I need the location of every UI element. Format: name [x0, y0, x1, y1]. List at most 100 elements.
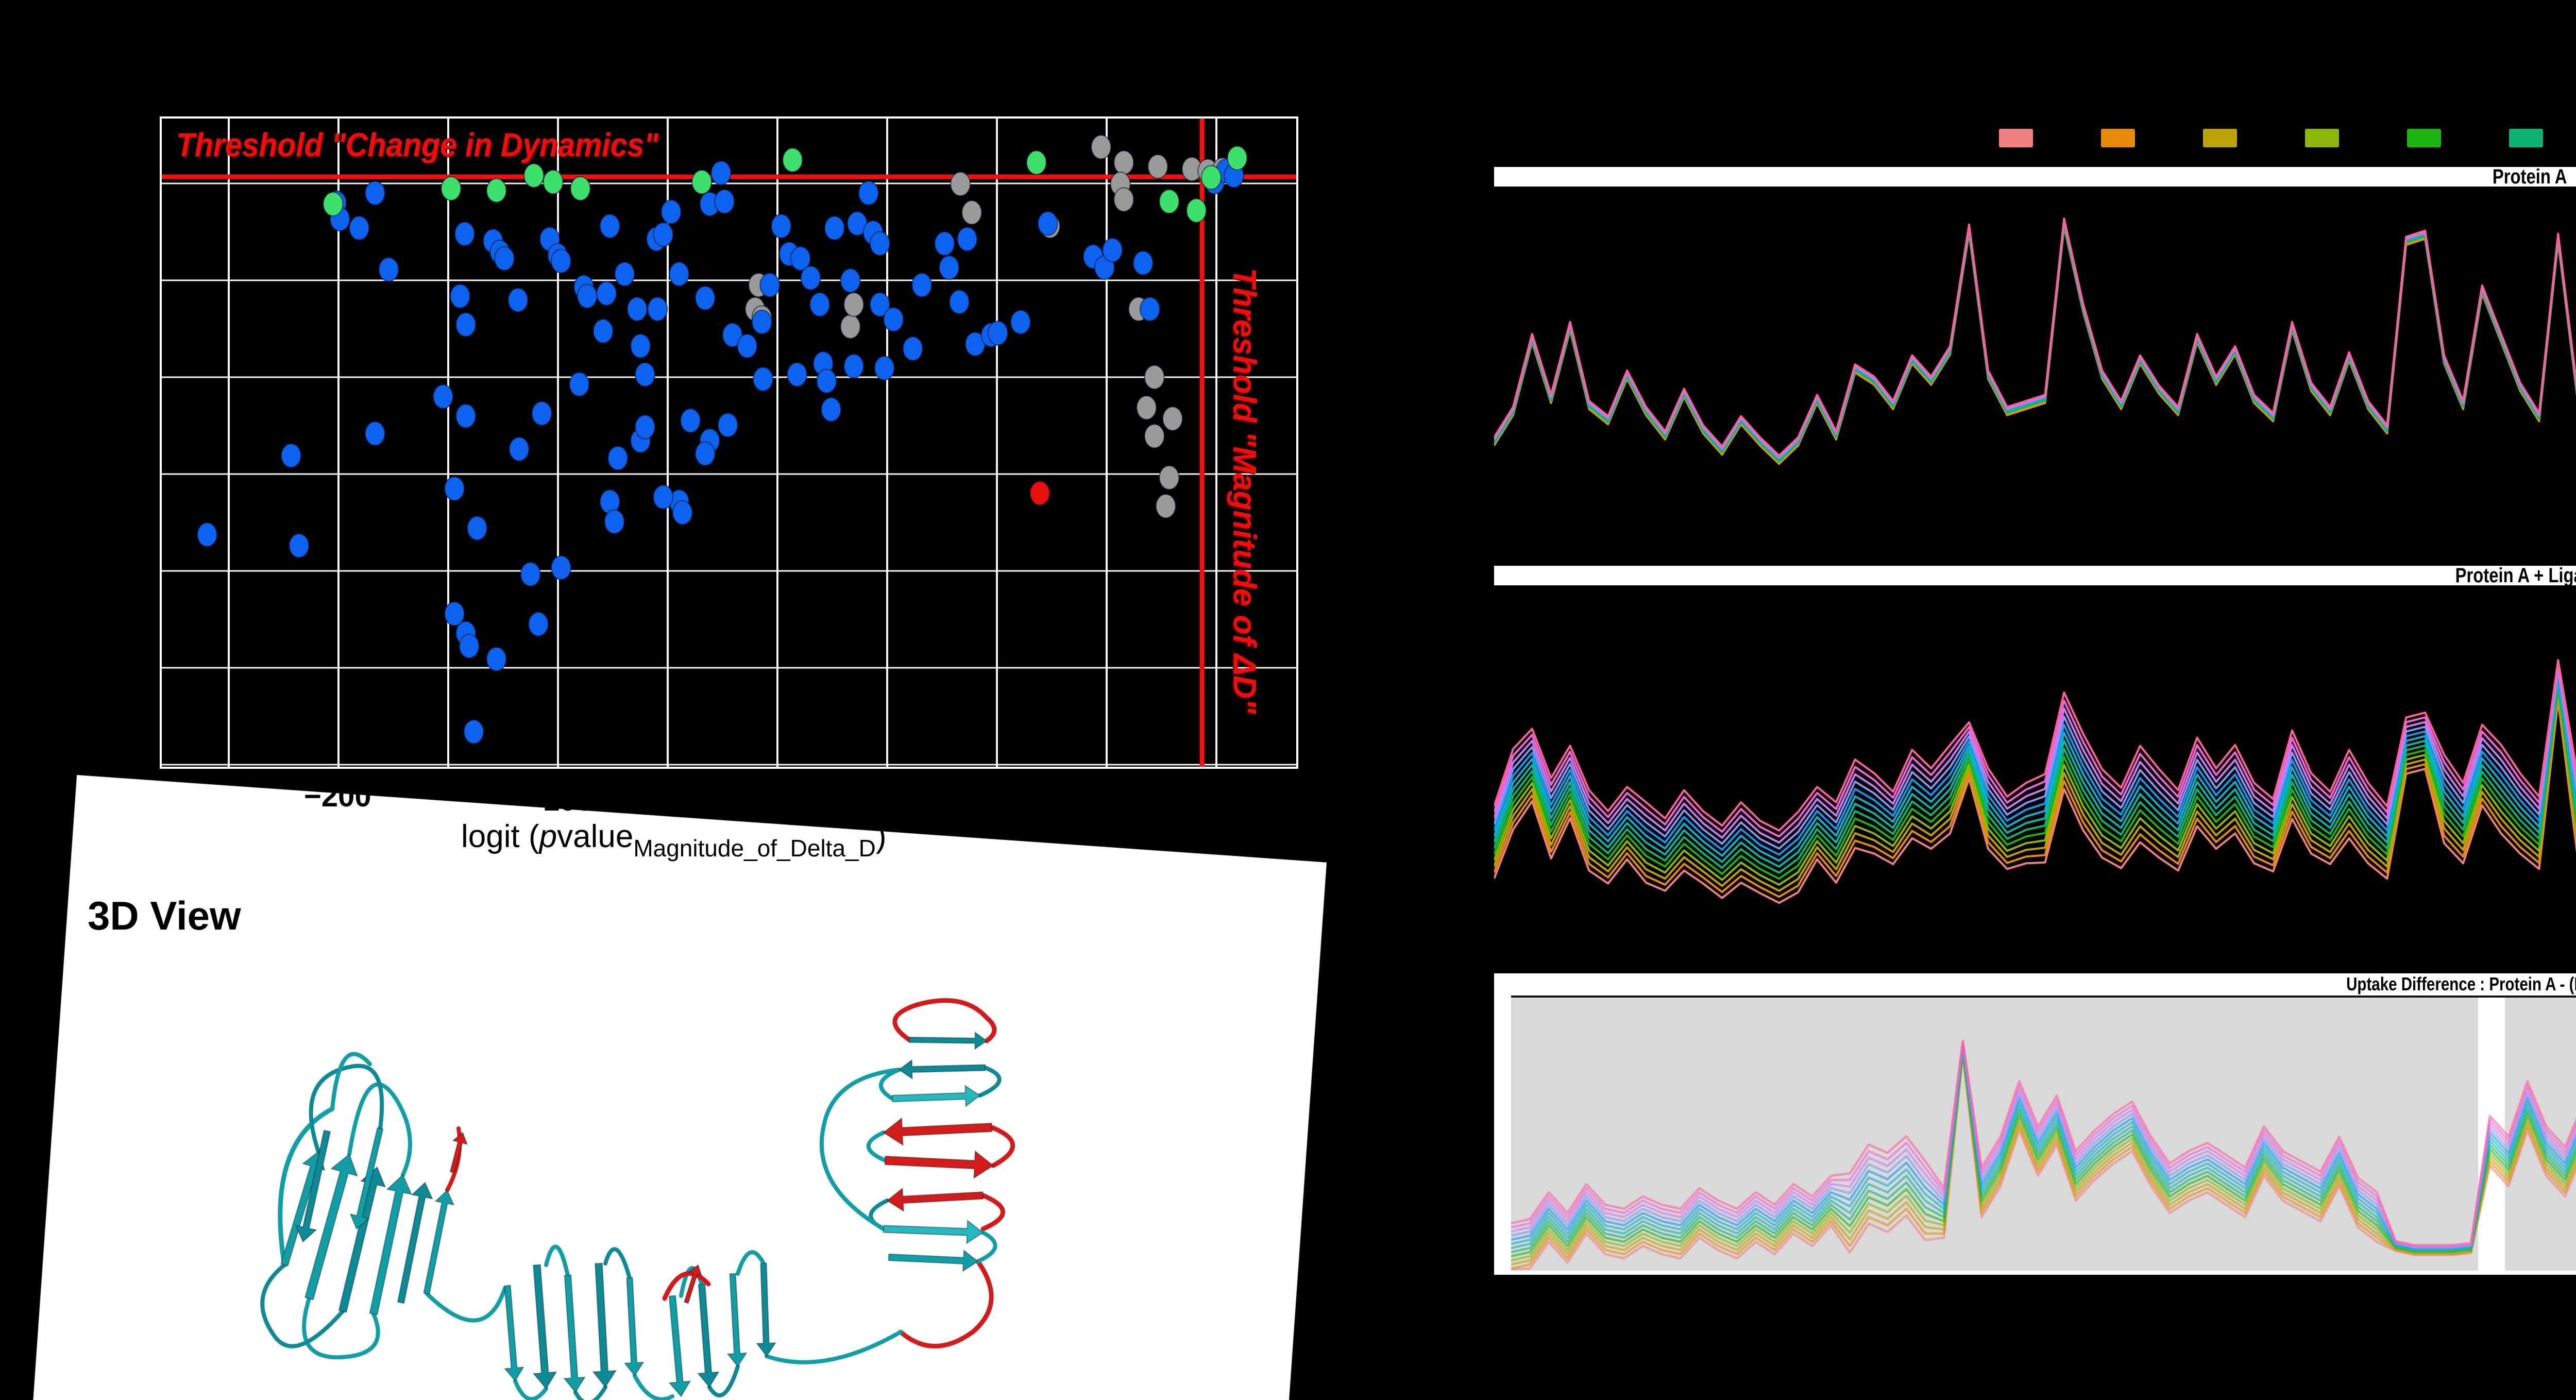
uptake-chart-protein-a[interactable]: [1494, 187, 2576, 547]
data-point[interactable]: [528, 612, 549, 637]
uptake-trace-3[interactable]: [1494, 686, 2576, 892]
uptake-trace-2[interactable]: [1511, 1053, 2576, 1270]
uptake-trace-13[interactable]: [1494, 209, 2576, 457]
data-point[interactable]: [771, 213, 792, 239]
data-point[interactable]: [840, 268, 861, 293]
uptake-trace-5[interactable]: [1494, 680, 2576, 880]
uptake-trace-8[interactable]: [1511, 1045, 2576, 1251]
data-point[interactable]: [1144, 424, 1165, 449]
uptake-trace-2[interactable]: [1494, 690, 2576, 898]
uptake-chart-protein-a-ligand[interactable]: [1494, 585, 2576, 946]
data-point[interactable]: [444, 476, 465, 501]
uptake-trace-13[interactable]: [1511, 1039, 2576, 1246]
data-point[interactable]: [455, 403, 477, 429]
data-point[interactable]: [647, 296, 668, 322]
data-point[interactable]: [433, 384, 454, 409]
uptake-trace-12[interactable]: [1494, 656, 2576, 838]
data-point[interactable]: [782, 147, 803, 173]
data-point[interactable]: [821, 397, 842, 422]
data-point[interactable]: [551, 248, 572, 274]
data-point[interactable]: [1132, 250, 1154, 276]
data-point[interactable]: [1091, 134, 1112, 160]
data-point[interactable]: [1113, 150, 1134, 175]
uptake-trace-9[interactable]: [1511, 1044, 2576, 1250]
data-point[interactable]: [592, 318, 614, 344]
uptake-trace-4[interactable]: [1494, 683, 2576, 886]
data-point[interactable]: [751, 310, 772, 335]
data-point[interactable]: [653, 222, 674, 247]
data-point[interactable]: [1136, 395, 1157, 420]
uptake-trace-1[interactable]: [1494, 225, 2576, 485]
legend-swatch-3[interactable]: [2203, 129, 2237, 147]
data-point[interactable]: [494, 246, 515, 271]
data-point[interactable]: [809, 292, 831, 317]
data-point[interactable]: [911, 273, 933, 298]
data-point[interactable]: [459, 634, 480, 659]
uptake-trace-10[interactable]: [1494, 663, 2576, 850]
volcano-plot[interactable]: Threshold "Change in Dynamics" Threshold…: [160, 116, 1298, 769]
uptake-difference-panel[interactable]: Uptake Difference : Protein A - (Protein…: [1494, 973, 2576, 1275]
data-point[interactable]: [1102, 238, 1123, 263]
data-point[interactable]: [1026, 150, 1047, 175]
data-point[interactable]: [551, 555, 572, 580]
data-point[interactable]: [843, 292, 865, 317]
data-point[interactable]: [467, 516, 488, 541]
uptake-trace-9[interactable]: [1494, 666, 2576, 856]
data-point[interactable]: [759, 273, 781, 298]
data-point[interactable]: [599, 213, 620, 239]
data-point[interactable]: [824, 215, 845, 241]
data-point[interactable]: [577, 283, 598, 309]
data-point[interactable]: [883, 307, 904, 332]
data-point[interactable]: [714, 189, 735, 214]
data-point[interactable]: [289, 533, 310, 559]
data-point[interactable]: [531, 401, 552, 426]
data-point[interactable]: [737, 333, 758, 359]
uptake-trace-10[interactable]: [1511, 1043, 2576, 1249]
data-point[interactable]: [1029, 481, 1050, 506]
data-point[interactable]: [635, 362, 656, 387]
legend-swatch-1[interactable]: [1999, 129, 2033, 147]
data-point[interactable]: [1010, 310, 1031, 335]
data-point[interactable]: [440, 176, 462, 201]
data-point[interactable]: [1155, 494, 1176, 519]
uptake-trace-4[interactable]: [1511, 1050, 2576, 1262]
data-point[interactable]: [717, 413, 738, 438]
data-point[interactable]: [543, 170, 564, 195]
data-point[interactable]: [1162, 406, 1183, 431]
difference-plot-background[interactable]: [1511, 996, 2576, 1271]
data-point[interactable]: [934, 231, 955, 256]
data-point[interactable]: [753, 366, 774, 392]
data-point[interactable]: [626, 296, 648, 322]
protein-ribbon-render[interactable]: [216, 969, 1118, 1400]
data-point[interactable]: [722, 323, 743, 348]
data-point[interactable]: [323, 192, 344, 217]
uptake-trace-3[interactable]: [1511, 1052, 2576, 1266]
legend-swatch-2[interactable]: [2101, 129, 2135, 147]
data-point[interactable]: [197, 522, 218, 547]
data-point[interactable]: [463, 719, 484, 745]
scatter-points-red[interactable]: [1029, 481, 1050, 506]
data-point[interactable]: [604, 509, 625, 534]
data-point[interactable]: [800, 265, 821, 291]
data-point[interactable]: [1227, 145, 1248, 171]
data-point[interactable]: [1144, 364, 1165, 390]
data-point[interactable]: [523, 163, 545, 188]
data-point[interactable]: [1037, 211, 1058, 236]
data-point[interactable]: [570, 176, 591, 201]
data-point[interactable]: [694, 285, 716, 311]
data-point[interactable]: [869, 292, 890, 317]
data-point[interactable]: [520, 562, 541, 587]
data-point[interactable]: [364, 421, 385, 446]
uptake-trace-11[interactable]: [1511, 1042, 2576, 1248]
data-point[interactable]: [486, 178, 507, 203]
data-point[interactable]: [630, 333, 651, 359]
data-point[interactable]: [450, 283, 471, 309]
uptake-trace-5[interactable]: [1511, 1049, 2576, 1258]
data-point[interactable]: [710, 160, 732, 185]
uptake-trace-6[interactable]: [1494, 677, 2576, 874]
uptake-trace-12[interactable]: [1511, 1040, 2576, 1247]
uptake-trace-7[interactable]: [1494, 673, 2576, 868]
data-point[interactable]: [939, 255, 960, 280]
data-point[interactable]: [635, 414, 656, 440]
data-point[interactable]: [840, 314, 861, 339]
